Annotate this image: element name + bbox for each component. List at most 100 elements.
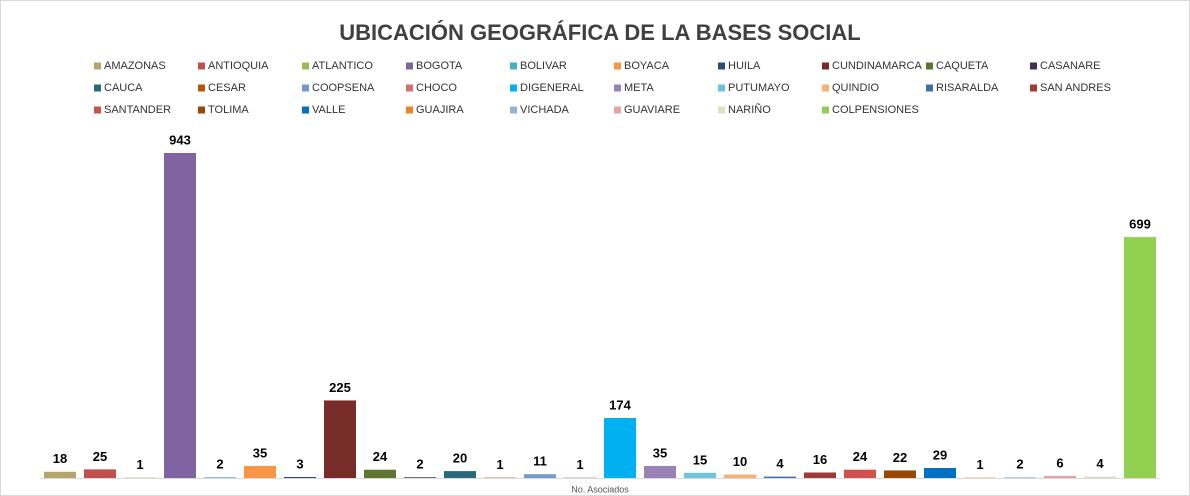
bar	[84, 469, 116, 478]
bar	[724, 474, 756, 478]
legend-swatch	[822, 62, 829, 70]
legend-label: BOYACA	[624, 60, 670, 72]
legend-label: COLPENSIONES	[832, 104, 919, 116]
legend-swatch	[614, 106, 621, 114]
data-label: 6	[1056, 455, 1063, 470]
bar	[924, 468, 956, 478]
legend-swatch	[718, 106, 725, 114]
bar	[604, 418, 636, 478]
legend-label: GUAJIRA	[416, 104, 464, 116]
legend-swatch	[94, 106, 101, 114]
bar	[884, 470, 916, 478]
data-label: 943	[169, 132, 191, 147]
legend-swatch	[718, 62, 725, 70]
bar	[364, 469, 396, 478]
bar	[244, 465, 276, 478]
legend-swatch	[94, 62, 101, 70]
data-label: 2	[416, 457, 423, 472]
legend-label: VALLE	[312, 104, 345, 116]
legend-swatch	[198, 84, 205, 92]
legend-label: TOLIMA	[208, 104, 249, 116]
legend-swatch	[510, 84, 517, 92]
legend-label: ATLANTICO	[312, 60, 373, 72]
data-label: 20	[453, 451, 467, 466]
legend-label: HUILA	[728, 60, 761, 72]
data-label: 225	[329, 380, 351, 395]
legend-label: PUTUMAYO	[728, 82, 790, 94]
legend-swatch	[510, 62, 517, 70]
x-axis-label: No. Asociados	[571, 484, 629, 494]
data-label: 25	[93, 449, 107, 464]
bar	[1004, 477, 1036, 478]
data-label: 1	[136, 457, 143, 472]
bar	[44, 471, 76, 478]
data-label: 11	[533, 454, 547, 469]
data-label: 1	[496, 457, 503, 472]
bar	[444, 471, 476, 478]
legend-swatch	[822, 106, 829, 114]
data-label: 35	[653, 445, 667, 460]
data-label: 3	[296, 456, 303, 471]
legend-label: CAUCA	[104, 82, 143, 94]
bar	[164, 153, 196, 478]
legend-label: ANTIOQUIA	[208, 60, 269, 72]
legend-swatch	[406, 62, 413, 70]
legend-label: CHOCO	[416, 82, 457, 94]
legend-label: GUAVIARE	[624, 104, 680, 116]
data-label: 16	[813, 452, 827, 467]
bar	[1124, 237, 1156, 478]
chart-title: UBICACIÓN GEOGRÁFICA DE LA BASES SOCIAL	[339, 20, 861, 45]
data-label: 1	[576, 457, 583, 472]
bar	[804, 472, 836, 478]
legend-swatch	[302, 84, 309, 92]
data-label: 24	[853, 449, 868, 464]
bar	[324, 400, 356, 478]
data-label: 29	[933, 447, 947, 462]
data-label: 15	[693, 452, 707, 467]
legend-label: CESAR	[208, 82, 246, 94]
data-label: 4	[1096, 456, 1104, 471]
legend-swatch	[614, 62, 621, 70]
legend-label: META	[624, 82, 654, 94]
legend-label: SANTANDER	[104, 104, 171, 116]
data-label: 18	[53, 451, 67, 466]
legend-swatch	[510, 106, 517, 114]
legend-label: BOGOTA	[416, 60, 463, 72]
data-label: 4	[776, 456, 784, 471]
data-label: 2	[1016, 457, 1023, 472]
data-label: 10	[733, 454, 747, 469]
data-label: 24	[373, 449, 388, 464]
legend-swatch	[926, 84, 933, 92]
data-label: 22	[893, 450, 907, 465]
legend-swatch	[302, 62, 309, 70]
legend-label: CASANARE	[1040, 60, 1101, 72]
legend-swatch	[406, 106, 413, 114]
bar	[644, 465, 676, 478]
legend-label: RISARALDA	[936, 82, 999, 94]
bar	[1044, 475, 1076, 478]
legend-swatch	[926, 62, 933, 70]
data-label: 35	[253, 445, 267, 460]
legend-swatch	[94, 84, 101, 92]
legend-label: CUNDINAMARCA	[832, 60, 923, 72]
legend-swatch	[406, 84, 413, 92]
legend-label: NARIÑO	[728, 103, 771, 116]
data-label: 174	[609, 397, 631, 412]
data-label: 699	[1129, 217, 1151, 232]
legend-label: BOLIVAR	[520, 60, 567, 72]
legend-swatch	[1030, 84, 1037, 92]
legend-label: AMAZONAS	[104, 60, 166, 72]
bar	[684, 472, 716, 478]
legend-swatch	[198, 106, 205, 114]
legend-label: DIGENERAL	[520, 82, 584, 94]
legend-label: CAQUETA	[936, 60, 989, 72]
legend-swatch	[198, 62, 205, 70]
bar	[764, 476, 796, 478]
legend-swatch	[614, 84, 621, 92]
bar	[404, 477, 436, 478]
bar	[844, 469, 876, 478]
bar	[204, 477, 236, 478]
legend-label: SAN ANDRES	[1040, 82, 1111, 94]
